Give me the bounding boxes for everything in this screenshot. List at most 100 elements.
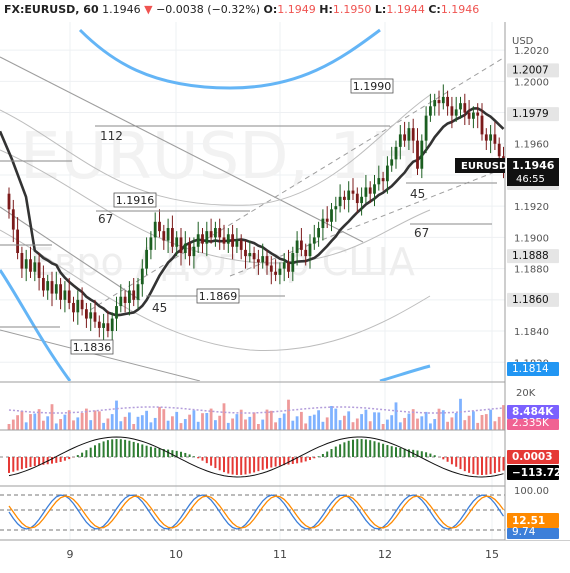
candle[interactable] — [317, 221, 320, 247]
candle[interactable] — [140, 259, 144, 297]
candle[interactable] — [282, 253, 286, 282]
candle[interactable] — [171, 215, 174, 254]
candle[interactable] — [46, 274, 50, 300]
candle[interactable] — [360, 187, 363, 216]
candle[interactable] — [252, 246, 256, 269]
candle[interactable] — [196, 221, 200, 254]
candle[interactable] — [209, 218, 213, 244]
candle[interactable] — [459, 96, 462, 119]
candle[interactable] — [132, 277, 136, 307]
candle[interactable] — [300, 228, 303, 257]
candle[interactable] — [381, 171, 385, 191]
candle[interactable] — [437, 90, 441, 116]
candles[interactable] — [7, 84, 505, 341]
candle[interactable] — [351, 178, 355, 200]
candle[interactable] — [76, 290, 80, 325]
candle[interactable] — [54, 271, 58, 300]
candle[interactable] — [85, 302, 88, 328]
candle[interactable] — [373, 174, 376, 207]
candle[interactable] — [222, 224, 226, 250]
candle[interactable] — [214, 221, 217, 247]
candle[interactable] — [355, 187, 359, 213]
candle[interactable] — [102, 313, 105, 341]
trendline-dashed-lower[interactable] — [229, 167, 505, 277]
candle[interactable] — [16, 217, 19, 260]
candle[interactable] — [115, 296, 118, 332]
candle[interactable] — [166, 218, 170, 254]
candle[interactable] — [343, 190, 346, 210]
trendline-bottom[interactable] — [0, 329, 201, 381]
candle[interactable] — [407, 121, 411, 150]
price-pane[interactable] — [0, 28, 505, 381]
candle[interactable] — [377, 165, 381, 191]
candle[interactable] — [429, 93, 432, 122]
candle[interactable] — [480, 103, 484, 141]
candle[interactable] — [226, 228, 230, 254]
candle[interactable] — [93, 299, 97, 328]
candle[interactable] — [441, 84, 445, 110]
candle[interactable] — [368, 181, 372, 204]
candle[interactable] — [312, 224, 316, 250]
candle[interactable] — [347, 181, 351, 213]
candle[interactable] — [11, 199, 15, 243]
trendlines[interactable] — [0, 56, 505, 381]
candle[interactable] — [265, 249, 269, 275]
candle[interactable] — [183, 231, 187, 260]
candle[interactable] — [110, 312, 114, 341]
candle[interactable] — [261, 243, 265, 269]
candle[interactable] — [149, 231, 153, 260]
candle[interactable] — [153, 212, 157, 250]
candle[interactable] — [403, 121, 406, 147]
stochastic-pane[interactable] — [0, 494, 505, 531]
trendline-dashed-upper[interactable] — [89, 56, 505, 311]
candle[interactable] — [24, 249, 28, 282]
candle[interactable] — [364, 174, 368, 204]
candle[interactable] — [97, 315, 101, 338]
candle[interactable] — [80, 287, 84, 316]
candle[interactable] — [454, 96, 458, 122]
candle[interactable] — [446, 90, 449, 116]
candle[interactable] — [433, 93, 437, 116]
volume-pane[interactable] — [7, 398, 505, 430]
candle[interactable] — [411, 118, 415, 154]
pane-separators[interactable] — [0, 381, 570, 541]
candle[interactable] — [128, 281, 131, 316]
candle[interactable] — [179, 228, 183, 266]
candle[interactable] — [231, 224, 234, 260]
candle[interactable] — [463, 93, 467, 126]
candle[interactable] — [386, 156, 389, 194]
candle[interactable] — [476, 103, 480, 129]
candle[interactable] — [145, 237, 148, 275]
candle[interactable] — [278, 262, 282, 285]
candle[interactable] — [472, 106, 475, 129]
candle[interactable] — [330, 203, 333, 232]
candle[interactable] — [7, 187, 11, 219]
candle[interactable] — [201, 228, 204, 254]
candle[interactable] — [119, 284, 123, 313]
candle[interactable] — [29, 246, 32, 278]
candle[interactable] — [416, 128, 419, 175]
candle[interactable] — [424, 106, 428, 154]
candle[interactable] — [59, 277, 62, 310]
candle[interactable] — [295, 231, 299, 266]
candle[interactable] — [244, 240, 247, 269]
current-price-badge[interactable]: EURUSD 1.1946 46:55 — [455, 158, 559, 186]
candle[interactable] — [33, 256, 37, 282]
candle[interactable] — [248, 240, 252, 263]
candle[interactable] — [321, 209, 325, 241]
candle[interactable] — [136, 277, 140, 310]
candle[interactable] — [158, 209, 161, 238]
candle[interactable] — [334, 196, 338, 222]
candle[interactable] — [162, 224, 166, 250]
candle[interactable] — [304, 243, 308, 266]
candle[interactable] — [390, 146, 394, 172]
time-axis[interactable] — [0, 541, 570, 573]
candle[interactable] — [398, 125, 402, 160]
candle[interactable] — [291, 246, 295, 282]
candle[interactable] — [287, 249, 290, 278]
macd-pane[interactable] — [0, 436, 505, 478]
candle[interactable] — [218, 218, 222, 250]
candle[interactable] — [493, 121, 497, 150]
candle[interactable] — [67, 277, 71, 310]
